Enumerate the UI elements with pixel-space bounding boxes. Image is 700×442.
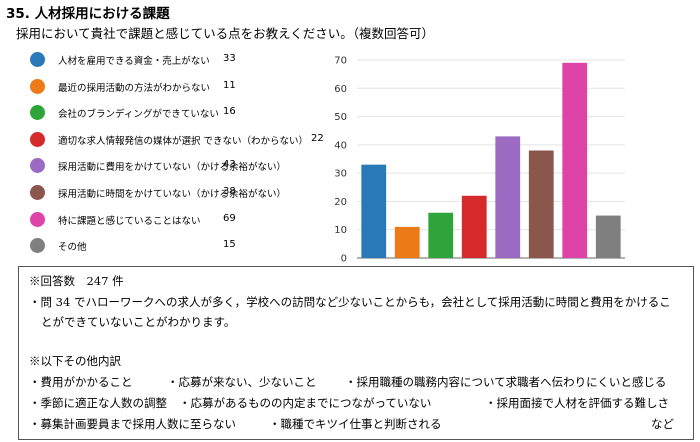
legend-item: 適切な求人情報発信の媒体が選択 できない（わからない） 22 [30,130,330,150]
comment-line-1: ・問 34 でハローワークへの求人が多く，学校への訪問など少ないことからも，会社… [29,295,671,309]
legend-swatch [30,105,45,121]
legend-swatch [30,211,45,227]
other-item: など [651,417,674,431]
y-tick-label: 20 [334,197,347,208]
legend-label: 特に課題と感じていることはない [58,215,201,227]
bar [461,195,487,258]
legend-value: 15 [223,239,236,251]
bar [595,215,621,258]
legend-swatch [30,131,45,147]
bar-chart: 0 10 20 30 40 50 60 70 [334,56,625,265]
legend-label: 会社のブランディングができていない [58,109,219,121]
other-item: ・季節に適正な人数の調整 [29,396,167,410]
bar [361,164,387,258]
other-item: ・費用がかかること [29,375,133,389]
legend-value: 43 [223,159,236,171]
legend-label: 最近の採用活動の方法がわからない [58,82,211,94]
y-tick-label: 0 [341,254,347,265]
legend-value: 38 [223,186,236,197]
legend-swatch [30,238,45,254]
legend-value: 11 [223,79,236,91]
legend-swatch [30,78,45,94]
other-breakdown-header: ※以下その他内訳 [29,354,121,368]
legend-swatch [30,52,45,67]
legend-label: 採用活動に費用をかけていない（かける余裕がない） [58,162,287,174]
bar [528,150,554,258]
legend-item: 会社のブランディングができていない 16 [30,103,330,123]
y-tick-label: 10 [334,225,347,236]
other-item: ・職種でキツイ仕事と判断される [269,417,442,431]
y-tick-label: 30 [334,169,347,180]
question-text: 採用において貴社で課題と感じている点をお教えください。（複数回答可） [16,26,435,41]
legend-item: 最近の採用活動の方法がわからない 11 [30,77,330,97]
y-tick-label: 50 [334,112,347,123]
other-item: ・応募が来ない、少ないこと [167,375,317,389]
legend-swatch [30,158,45,174]
legend-value: 22 [311,132,324,144]
bar [394,226,420,258]
y-tick-label: 60 [334,84,347,95]
page-title: 35. 人材採用における課題 [6,6,170,22]
legend-value: 33 [223,53,236,64]
legend-item: 採用活動に費用をかけていない（かける余裕がない） 43 [30,156,330,176]
legend-value: 16 [223,106,236,118]
legend-label: 適切な求人情報発信の媒体が選択 できない（わからない） [58,135,309,147]
legend-item: その他 15 [30,236,330,256]
other-item: ・採用職種の職務内容について求職者へ伝わりにくいと感じる [345,375,667,389]
y-tick-label: 70 [334,56,347,67]
notes-box: ※回答数 247 件 ・問 34 でハローワークへの求人が多く，学校への訪問など… [18,266,694,440]
comment-line-2: とができていないことがわかります。 [41,315,236,329]
legend-item: 特に課題と感じていることはない 69 [30,210,330,230]
legend-swatch [30,185,45,200]
y-tick-label: 40 [334,140,347,151]
legend-label: その他 [58,242,87,254]
legend-item: 人材を雇用できる資金・売上がない 33 [30,50,330,70]
bar [495,136,521,258]
other-item: ・募集計画要員まで採用人数に至らない [29,417,236,431]
legend-label: 採用活動に時間をかけていない（かける余裕がない） [58,189,287,200]
legend-value: 69 [223,212,236,224]
legend-label: 人材を雇用できる資金・売上がない [58,56,210,67]
other-item: ・採用面接で人材を評価する難しさ [485,396,669,410]
legend-item: 採用活動に時間をかけていない（かける余裕がない） 38 [30,183,330,203]
bar [562,62,588,259]
bar [428,212,454,258]
other-item: ・応募があるものの内定までにつながっていない [179,396,432,410]
response-count: ※回答数 247 件 [29,274,124,288]
